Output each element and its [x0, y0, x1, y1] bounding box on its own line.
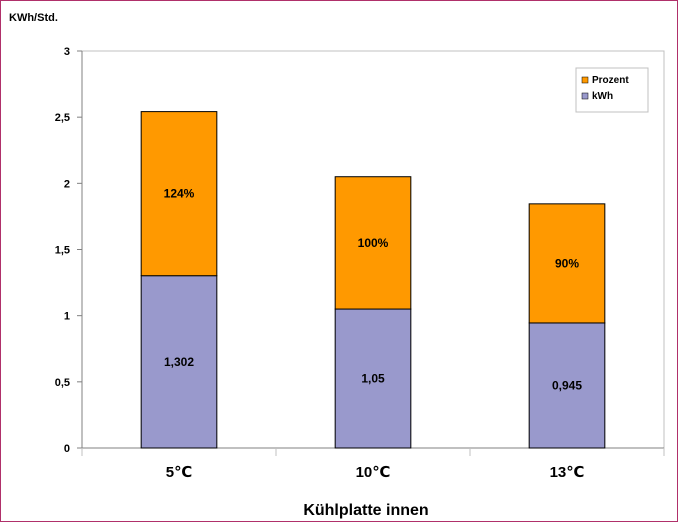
- x-axis: [81, 447, 665, 456]
- data-label-kwh-2: 1,05: [361, 372, 385, 386]
- y-tick-label: 0,5: [55, 377, 70, 389]
- bar-prozent-2: [334, 176, 412, 310]
- y-tick-label: 2: [64, 178, 70, 190]
- y-tick-label: 0: [64, 443, 70, 455]
- legend-swatch-kwh: [581, 92, 589, 100]
- y-tick-label: 1: [64, 311, 70, 323]
- y-axis-title: KWh/Std.: [9, 12, 58, 24]
- y-axis: 0 0,5 1 1,5 2 2,5 3: [55, 46, 83, 455]
- y-tick-label: 3: [64, 46, 70, 58]
- data-label-kwh-3: 0,945: [552, 378, 582, 392]
- bars: 1,302 1,05 0,945 124% 100% 90%: [140, 111, 606, 449]
- legend-label-prozent: Prozent: [592, 75, 629, 86]
- category-label: 5℃: [166, 464, 193, 481]
- y-tick-label: 1,5: [55, 245, 70, 257]
- x-axis-title: Kühlplatte innen: [303, 502, 428, 519]
- bar-prozent-1: [140, 111, 218, 277]
- legend: Prozent kWh: [575, 67, 649, 113]
- bar-kwh-2: [334, 308, 412, 449]
- legend-swatch-prozent: [581, 76, 589, 84]
- bar-kwh-1: [140, 275, 218, 449]
- legend-box: [575, 67, 649, 113]
- bar-prozent-3: [528, 203, 606, 324]
- category-label: 13℃: [550, 464, 585, 481]
- category-label: 10℃: [356, 464, 391, 481]
- data-label-prozent-3: 90%: [555, 256, 579, 270]
- legend-label-kwh: kWh: [592, 91, 613, 102]
- y-tick-label: 2,5: [55, 112, 70, 124]
- data-label-prozent-2: 100%: [358, 236, 389, 250]
- bar-kwh-3: [528, 322, 606, 449]
- category-labels: 5℃ 10℃ 13℃: [166, 464, 585, 481]
- data-label-kwh-1: 1,302: [164, 355, 194, 369]
- data-label-prozent-1: 124%: [164, 187, 195, 201]
